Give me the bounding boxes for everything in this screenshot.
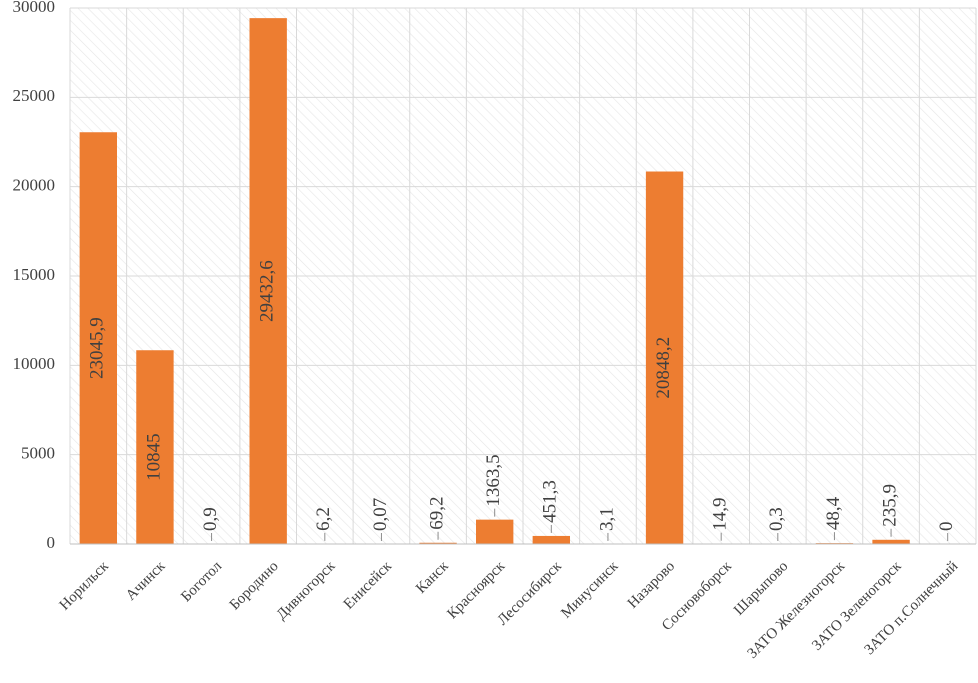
data-label: 14,9 xyxy=(710,497,731,530)
y-tick-label: 15000 xyxy=(13,265,56,284)
x-tick-label: Боготол xyxy=(178,558,225,605)
data-label: 6,2 xyxy=(313,507,334,531)
data-label: 0 xyxy=(936,522,957,532)
gridlines xyxy=(69,7,977,545)
bar xyxy=(532,535,570,544)
data-label: 0,3 xyxy=(766,507,787,531)
y-tick-label: 30000 xyxy=(13,0,56,16)
x-tick-label: Бородино xyxy=(227,558,282,613)
data-label: 20848,2 xyxy=(653,337,674,399)
y-axis: 0 5000 10000 15000 20000 25000 30000 xyxy=(13,0,56,552)
x-tick-label: Шарыпово xyxy=(731,558,791,618)
y-tick-label: 5000 xyxy=(21,444,55,463)
data-label: 0,9 xyxy=(200,507,221,531)
x-tick-label: Канск xyxy=(413,558,452,597)
data-label: 3,1 xyxy=(596,507,617,531)
data-label: 69,2 xyxy=(426,497,447,530)
data-label: 0,07 xyxy=(370,498,391,531)
bar xyxy=(645,171,684,545)
data-label: 10845 xyxy=(143,433,164,481)
bar xyxy=(79,132,117,544)
y-tick-label: 20000 xyxy=(13,176,56,195)
x-tick-label: Минусинск xyxy=(558,558,622,622)
bar xyxy=(476,519,514,544)
bar xyxy=(249,18,287,544)
data-labels: 23045,9 10845 0,9 29432,6 6,2 0,07 69,2 1363,5 4… xyxy=(87,260,957,541)
y-tick-label: 0 xyxy=(47,533,56,552)
x-tick-label: ЗАТО п.Солнечный xyxy=(861,558,961,658)
y-tick-label: 25000 xyxy=(13,86,56,105)
data-label: 235,9 xyxy=(879,484,900,527)
bars xyxy=(79,18,910,545)
y-tick-label: 10000 xyxy=(13,354,56,373)
data-label: 23045,9 xyxy=(87,317,108,379)
data-label: 1363,5 xyxy=(483,454,504,506)
bar xyxy=(872,539,910,544)
x-tick-label: Назарово xyxy=(625,558,678,611)
x-tick-label: Норильск xyxy=(57,558,113,614)
x-tick-label: ЗАТО Железногорск xyxy=(745,558,849,662)
x-tick-label: Енисейск xyxy=(341,558,396,613)
data-label: 29432,6 xyxy=(257,260,278,322)
data-label: 48,4 xyxy=(823,496,844,530)
x-tick-label: Ачинск xyxy=(123,558,169,604)
bar xyxy=(136,350,174,544)
bar xyxy=(419,542,457,544)
data-label: 451,3 xyxy=(540,480,561,523)
x-tick-label: Дивногорск xyxy=(274,558,339,623)
